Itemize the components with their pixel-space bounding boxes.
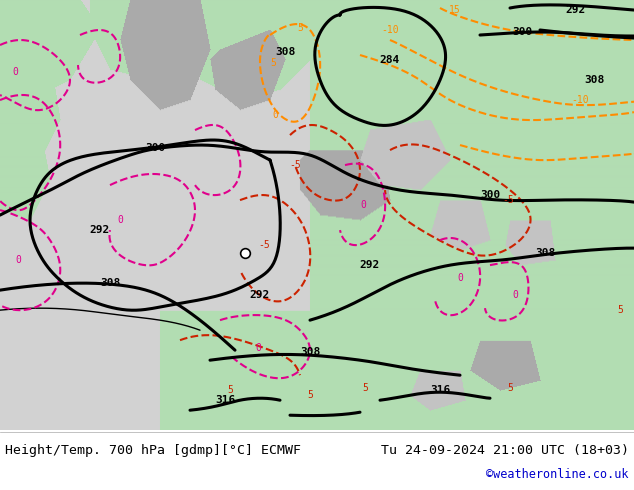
Text: 0: 0	[512, 290, 518, 300]
Text: 300: 300	[145, 143, 165, 153]
Text: 0: 0	[117, 215, 123, 225]
Text: 0: 0	[255, 343, 261, 353]
Text: 308: 308	[584, 75, 604, 85]
Text: -5: -5	[258, 240, 270, 250]
Text: 316: 316	[215, 395, 235, 405]
Text: 300: 300	[512, 27, 533, 37]
Text: 292: 292	[565, 5, 585, 15]
Text: 5: 5	[307, 390, 313, 400]
Text: 292: 292	[250, 290, 270, 300]
Text: 5: 5	[507, 383, 513, 393]
Text: -10: -10	[381, 25, 399, 35]
Text: 316: 316	[430, 385, 450, 395]
Text: 5: 5	[297, 23, 303, 33]
Text: Height/Temp. 700 hPa [gdmp][°C] ECMWF: Height/Temp. 700 hPa [gdmp][°C] ECMWF	[5, 443, 301, 457]
Text: -10: -10	[571, 95, 589, 105]
Text: -5: -5	[502, 195, 514, 205]
Text: 5: 5	[362, 383, 368, 393]
Text: 300: 300	[480, 190, 500, 200]
Text: 5: 5	[270, 58, 276, 68]
Text: 308: 308	[275, 47, 295, 57]
Text: 0: 0	[272, 110, 278, 120]
Text: 5: 5	[617, 305, 623, 315]
Text: -5: -5	[289, 160, 301, 170]
Text: 292: 292	[90, 225, 110, 235]
Text: 292: 292	[360, 260, 380, 270]
Text: Tu 24-09-2024 21:00 UTC (18+03): Tu 24-09-2024 21:00 UTC (18+03)	[381, 443, 629, 457]
Text: 308: 308	[100, 278, 120, 288]
Text: 0: 0	[360, 200, 366, 210]
Text: 308: 308	[535, 248, 555, 258]
Text: 0: 0	[457, 273, 463, 283]
Text: 5: 5	[227, 385, 233, 395]
Text: ©weatheronline.co.uk: ©weatheronline.co.uk	[486, 467, 629, 481]
Text: 308: 308	[300, 347, 320, 357]
Text: 284: 284	[380, 55, 400, 65]
Text: 0: 0	[12, 67, 18, 77]
Text: 0: 0	[15, 255, 21, 265]
Text: 15: 15	[449, 5, 461, 15]
